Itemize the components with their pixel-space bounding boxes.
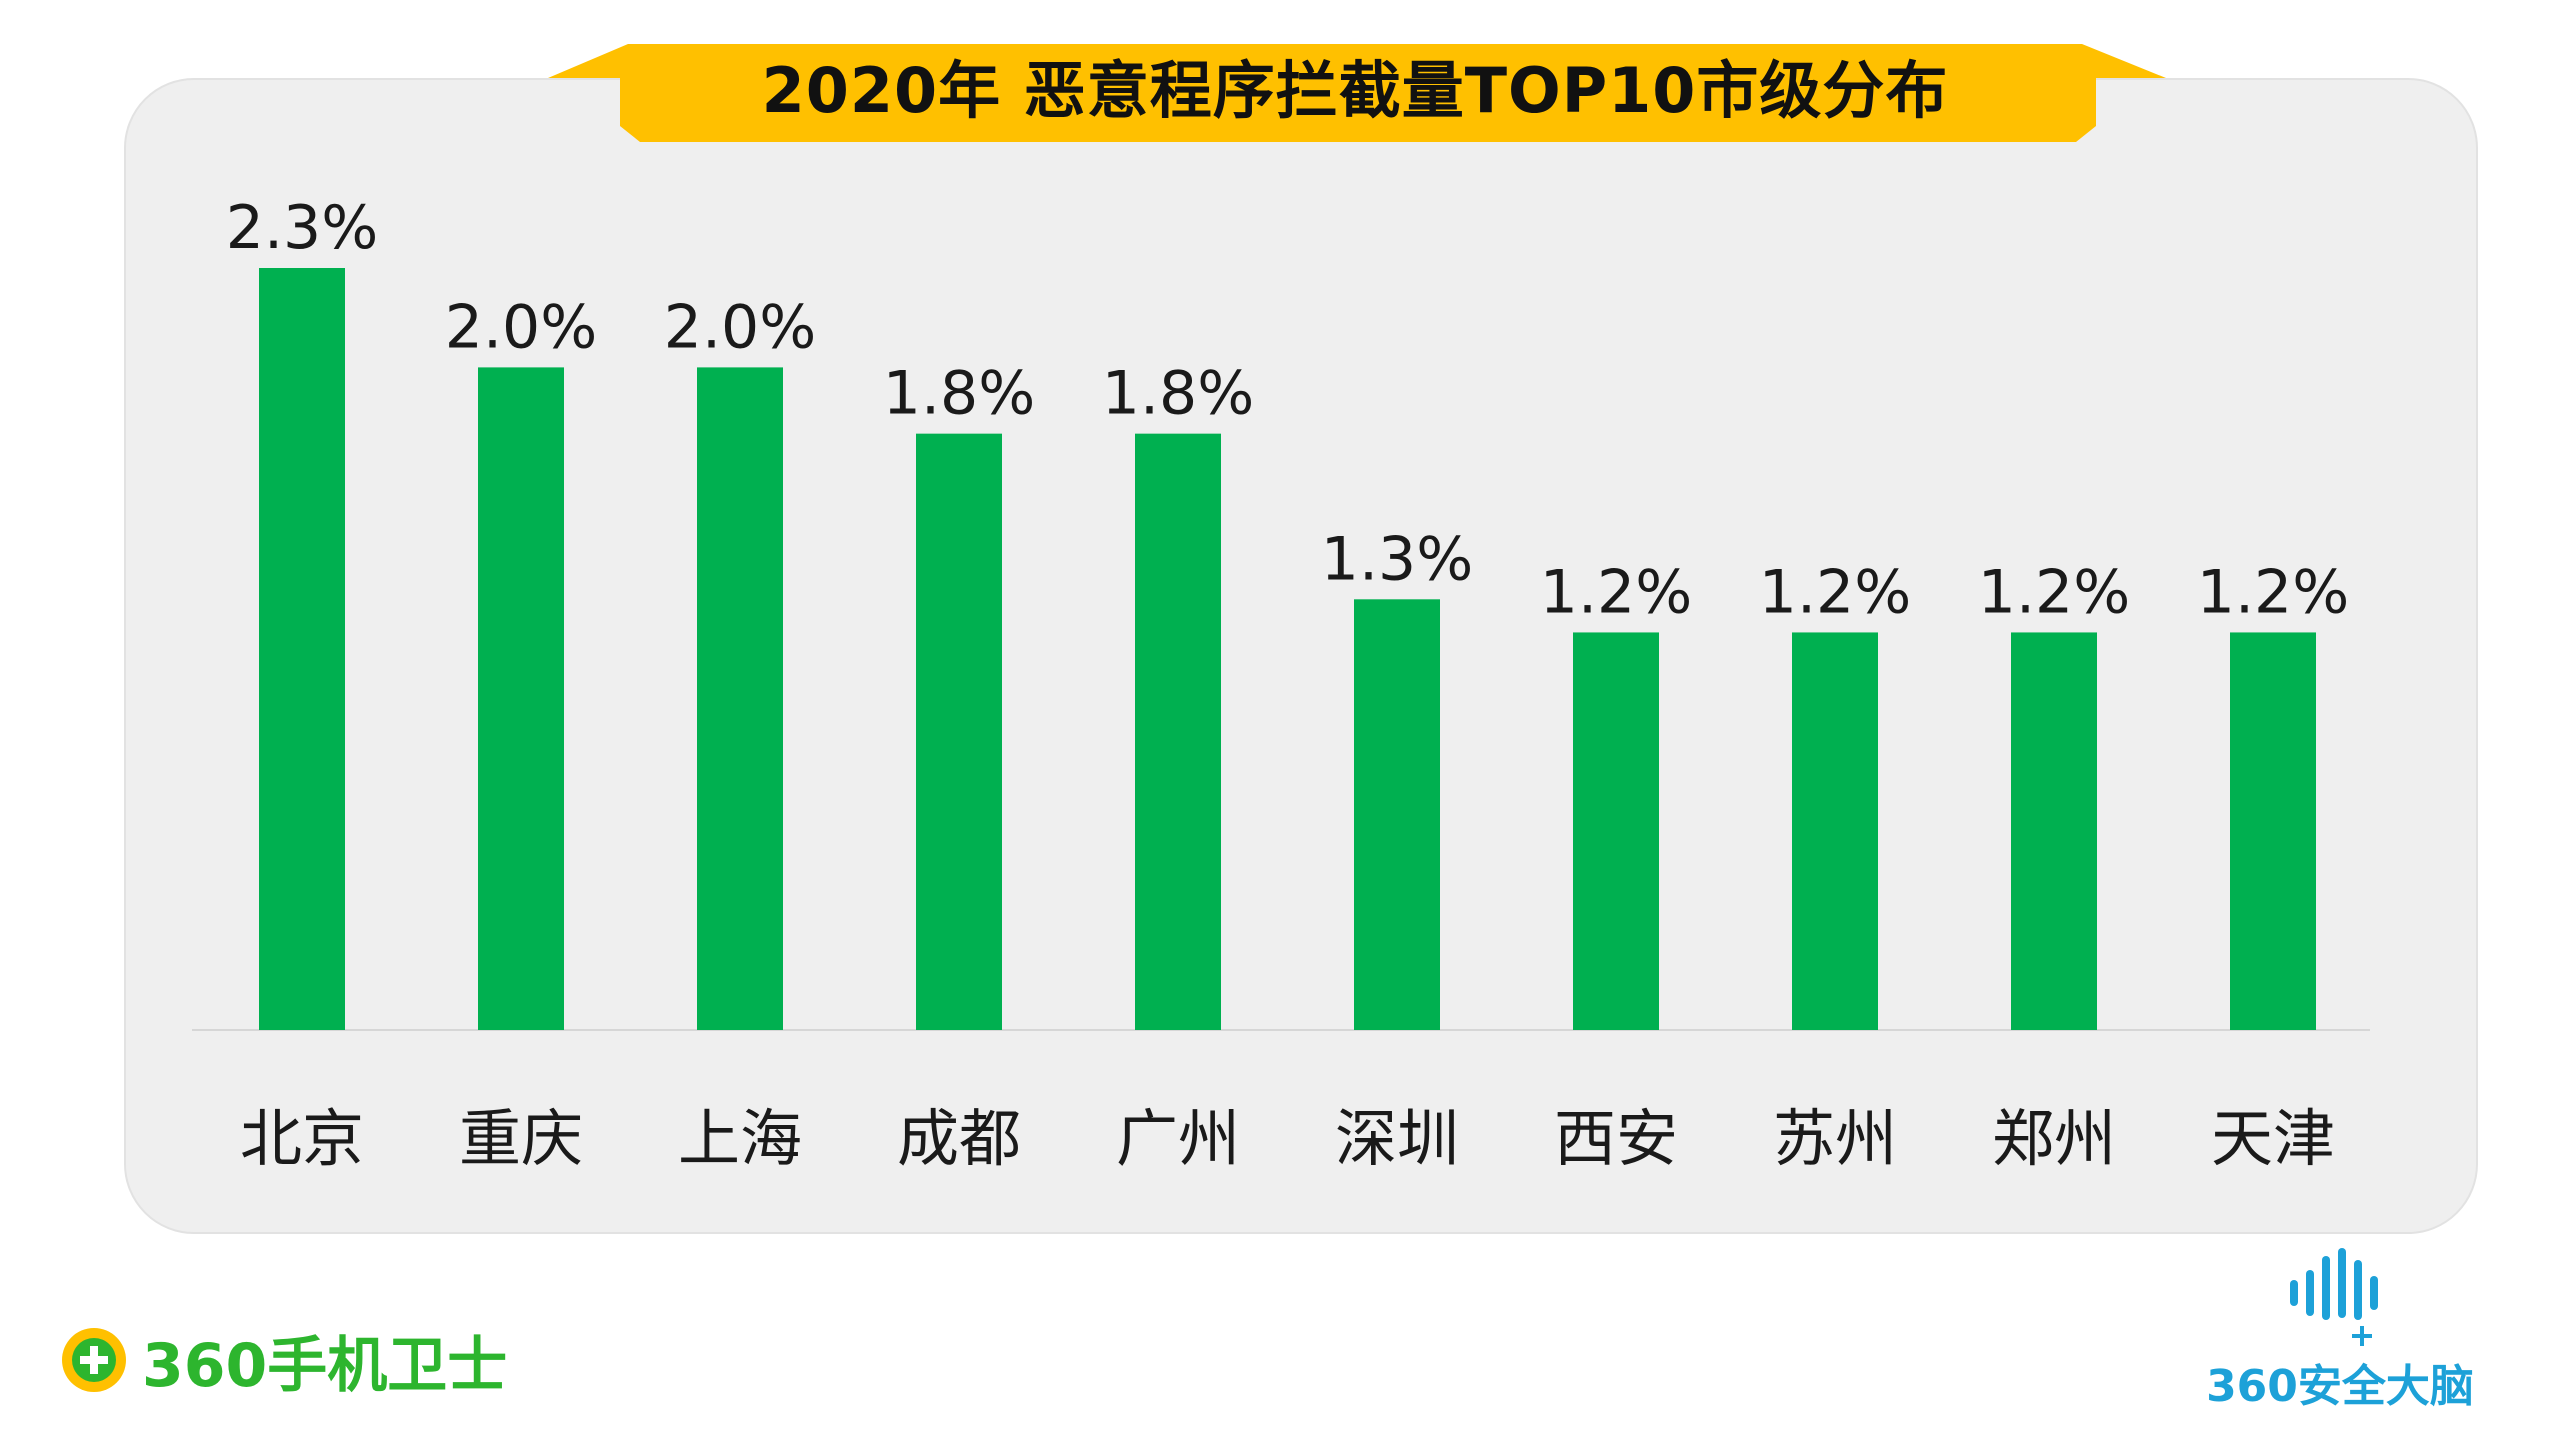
logo-360-mobile-security: 360手机卫士 (58, 1320, 507, 1401)
value-label-1: 2.3% (226, 193, 378, 263)
bar-1 (259, 268, 345, 1030)
title-banner-shape (548, 44, 2166, 142)
sound-wave-icon (2290, 1248, 2378, 1346)
bar-5 (1135, 433, 1221, 1030)
value-label-2: 2.0% (445, 292, 597, 362)
value-label-4: 1.8% (883, 359, 1035, 429)
logo-right-text: 360安全大脑 (2206, 1361, 2474, 1412)
bar-8 (1792, 632, 1878, 1030)
category-label-4: 成都 (897, 1102, 1021, 1175)
category-label-9: 郑州 (1992, 1102, 2116, 1175)
bar-3 (697, 367, 783, 1030)
category-label-10: 天津 (2211, 1102, 2335, 1175)
bar-4 (916, 433, 1002, 1030)
shield-plus-icon (62, 1328, 126, 1392)
bar-6 (1354, 599, 1440, 1030)
value-label-7: 1.2% (1540, 557, 1692, 627)
category-label-5: 广州 (1116, 1102, 1240, 1175)
category-label-3: 上海 (678, 1102, 802, 1175)
category-labels-group: 北京 重庆 上海 成都 广州 深圳 西安 苏州 郑州 天津 (240, 1102, 2335, 1175)
value-label-10: 1.2% (2197, 557, 2349, 627)
category-label-1: 北京 (240, 1102, 364, 1175)
category-label-6: 深圳 (1335, 1102, 1459, 1175)
logo-360-security-brain: 360安全大脑 (2160, 1240, 2500, 1420)
value-label-9: 1.2% (1978, 557, 2130, 627)
category-label-8: 苏州 (1773, 1102, 1897, 1175)
bar-10 (2230, 632, 2316, 1030)
bar-2 (478, 367, 564, 1030)
value-label-5: 1.8% (1102, 359, 1254, 429)
value-labels-group: 2.3% 2.0% 2.0% 1.8% 1.8% 1.3% 1.2% 1.2% 1.2% 1.2% (226, 193, 2349, 627)
value-label-3: 2.0% (664, 292, 816, 362)
bars-group (259, 268, 2316, 1030)
bar-7 (1573, 632, 1659, 1030)
title-banner (548, 44, 2166, 142)
value-label-6: 1.3% (1321, 524, 1473, 594)
bar-9 (2011, 632, 2097, 1030)
category-label-7: 西安 (1554, 1102, 1678, 1175)
logo-left-text: 360手机卫士 (142, 1330, 508, 1401)
category-label-2: 重庆 (459, 1102, 583, 1175)
value-label-8: 1.2% (1759, 557, 1911, 627)
chart-title: 2020年 恶意程序拦截量TOP10市级分布 (761, 54, 1949, 127)
